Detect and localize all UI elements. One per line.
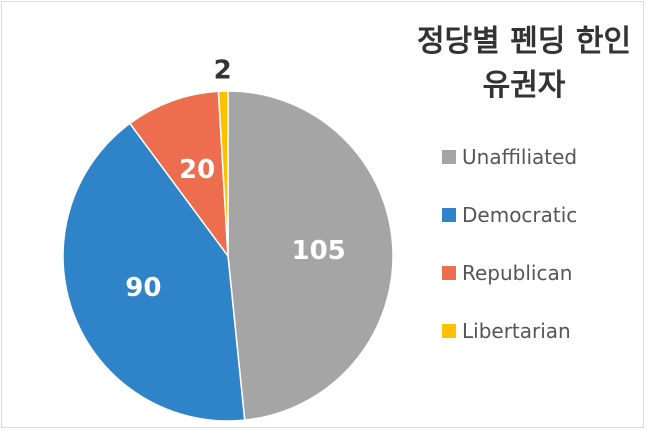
legend-item: Republican: [442, 244, 577, 302]
legend-swatch: [442, 324, 456, 338]
legend-label: Libertarian: [462, 319, 571, 343]
legend-label: Unaffiliated: [462, 145, 578, 169]
legend-item: Libertarian: [442, 302, 577, 360]
pie-slice: [227, 90, 394, 421]
data-label: 90: [125, 273, 161, 303]
data-label: 20: [179, 155, 215, 185]
legend: Unaffiliated Democratic Republican Libertar…: [442, 128, 577, 360]
chart-title: 정당별 펜딩 한인 유권자: [416, 24, 632, 103]
data-label: 105: [291, 236, 345, 266]
legend-swatch: [442, 208, 456, 222]
legend-item: Unaffiliated: [442, 128, 577, 186]
legend-label: Republican: [462, 261, 573, 285]
legend-swatch: [442, 150, 456, 164]
legend-label: Democratic: [462, 203, 578, 227]
pie-slice: [217, 90, 229, 257]
data-label: 2: [214, 56, 232, 86]
pie-slice: [128, 90, 229, 259]
legend-swatch: [442, 266, 456, 280]
pie-slice: [62, 122, 246, 422]
legend-item: Democratic: [442, 186, 577, 244]
